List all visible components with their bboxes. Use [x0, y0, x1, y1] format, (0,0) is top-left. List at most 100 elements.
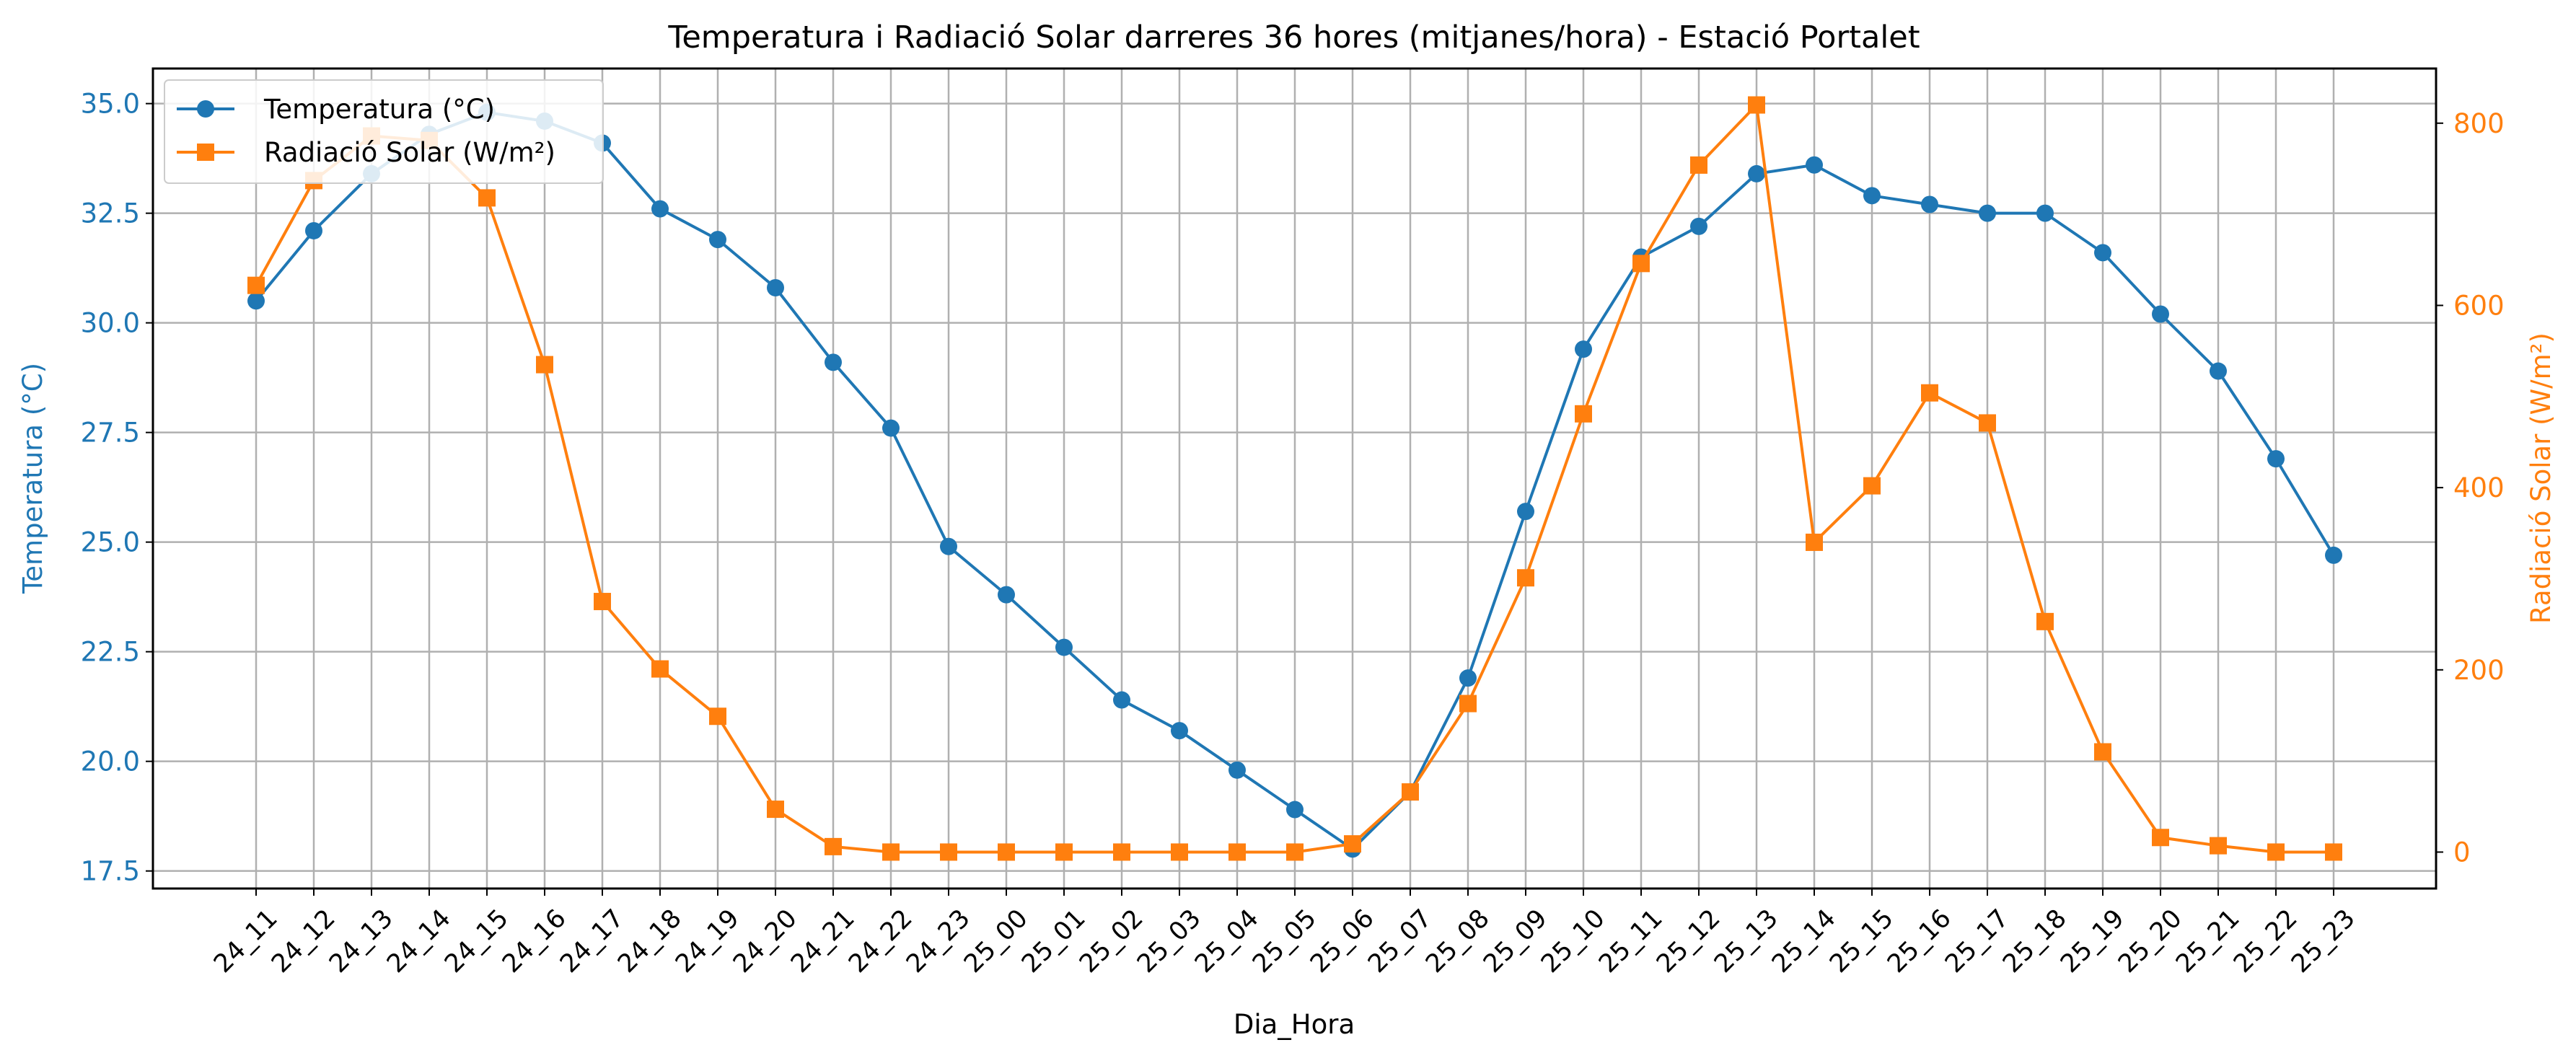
legend-temperature-label: Temperatura (°C)	[263, 94, 495, 125]
x-tick-label: 25_14	[1767, 904, 1842, 979]
y-left-tick-label: 32.5	[81, 198, 140, 229]
data-point-radiation	[1748, 96, 1765, 114]
x-tick-label: 24_21	[786, 904, 861, 979]
data-point-temperature	[1806, 156, 1823, 174]
data-point-radiation	[2036, 612, 2054, 630]
data-point-radiation	[2210, 837, 2227, 855]
y-right-tick-label: 0	[2453, 837, 2471, 868]
y-right-tick-label: 600	[2453, 290, 2505, 321]
data-point-radiation	[2267, 843, 2285, 861]
x-tick-label: 25_00	[959, 904, 1034, 979]
data-point-radiation	[1344, 835, 1361, 853]
x-tick-label: 25_15	[1824, 904, 1899, 979]
data-point-radiation	[1171, 843, 1188, 861]
x-tick-label: 24_12	[266, 904, 341, 979]
x-tick-label: 24_19	[670, 904, 745, 979]
data-point-temperature	[998, 586, 1015, 604]
data-point-temperature	[1286, 801, 1304, 819]
data-point-temperature	[2267, 450, 2285, 468]
legend-temperature-marker	[197, 100, 214, 118]
data-point-temperature	[2325, 546, 2342, 564]
x-axis: 24_1124_1224_1324_1424_1524_1624_1724_18…	[208, 889, 2361, 979]
y-right-tick-label: 400	[2453, 472, 2505, 503]
data-point-radiation	[1228, 843, 1246, 861]
x-tick-label: 24_20	[728, 904, 803, 979]
x-tick-label: 25_10	[1536, 904, 1611, 979]
data-point-radiation	[882, 843, 900, 861]
x-tick-label: 25_23	[2286, 904, 2361, 979]
data-point-radiation	[709, 707, 726, 726]
data-point-temperature	[940, 537, 957, 555]
data-point-radiation	[1517, 569, 1534, 587]
data-point-radiation	[1402, 783, 1419, 801]
data-point-temperature	[1863, 187, 1881, 205]
data-point-radiation	[536, 356, 553, 374]
data-point-radiation	[247, 276, 265, 294]
x-tick-label: 24_16	[497, 904, 572, 979]
x-tick-label: 24_18	[612, 904, 687, 979]
data-point-temperature	[1575, 340, 1592, 358]
data-point-temperature	[1113, 691, 1130, 709]
y-left-tick-label: 27.5	[81, 418, 140, 449]
x-tick-label: 24_14	[382, 904, 457, 979]
legend-radiation-marker	[197, 144, 214, 161]
data-point-temperature	[1171, 722, 1188, 740]
x-tick-label: 25_20	[2113, 904, 2188, 979]
data-point-radiation	[1113, 843, 1130, 861]
data-point-temperature	[709, 231, 726, 249]
x-tick-label: 25_18	[1997, 904, 2072, 979]
data-point-radiation	[998, 843, 1015, 861]
data-point-temperature	[1748, 164, 1765, 182]
data-point-temperature	[247, 292, 265, 310]
data-point-temperature	[305, 221, 322, 239]
y-right-tick-label: 800	[2453, 108, 2505, 139]
x-tick-label: 25_06	[1305, 904, 1380, 979]
data-point-temperature	[1979, 204, 1996, 222]
data-point-temperature	[1055, 638, 1073, 656]
data-point-temperature	[2036, 204, 2054, 222]
data-point-radiation	[1806, 533, 1823, 551]
x-tick-label: 24_17	[555, 904, 630, 979]
data-point-radiation	[2152, 829, 2169, 847]
x-tick-label: 25_13	[1709, 904, 1784, 979]
data-point-temperature	[1517, 503, 1534, 521]
legend-box	[164, 79, 604, 184]
x-tick-label: 25_08	[1420, 904, 1495, 979]
data-point-radiation	[1575, 405, 1592, 423]
x-tick-label: 24_22	[843, 904, 918, 979]
x-tick-label: 25_01	[1016, 904, 1091, 979]
data-point-radiation	[1921, 384, 1938, 402]
data-point-temperature	[825, 353, 842, 371]
x-tick-label: 24_13	[324, 904, 399, 979]
x-tick-label: 25_22	[2228, 904, 2303, 979]
data-point-radiation	[1055, 843, 1073, 861]
data-point-temperature	[2210, 362, 2227, 380]
x-tick-label: 25_12	[1651, 904, 1726, 979]
y-right-tick-label: 200	[2453, 655, 2505, 686]
data-point-temperature	[1921, 195, 1938, 213]
chart-title: Temperatura i Radiació Solar darreres 36…	[667, 19, 1920, 56]
data-point-temperature	[1228, 761, 1246, 779]
x-tick-label: 25_16	[1882, 904, 1957, 979]
data-point-radiation	[767, 801, 784, 819]
data-point-temperature	[1459, 669, 1477, 687]
grid	[153, 69, 2436, 889]
x-tick-label: 24_11	[208, 904, 283, 979]
x-tick-label: 24_23	[901, 904, 976, 979]
x-tick-label: 25_09	[1478, 904, 1553, 979]
data-point-radiation	[1690, 156, 1707, 174]
x-tick-label: 25_17	[1940, 904, 2015, 979]
y-left-tick-label: 30.0	[81, 308, 140, 339]
data-point-radiation	[1863, 477, 1881, 495]
x-tick-label: 25_03	[1132, 904, 1207, 979]
data-point-temperature	[651, 200, 669, 218]
x-tick-label: 25_04	[1190, 904, 1265, 979]
x-tick-label: 25_11	[1593, 904, 1669, 979]
data-point-temperature	[767, 279, 784, 297]
data-point-radiation	[1459, 695, 1477, 713]
x-tick-label: 25_05	[1247, 904, 1322, 979]
data-point-radiation	[2325, 843, 2342, 861]
y-axis-right-label: Radiació Solar (W/m²)	[2526, 332, 2557, 624]
data-point-radiation	[940, 843, 957, 861]
legend: Temperatura (°C) Radiació Solar (W/m²)	[164, 79, 604, 184]
